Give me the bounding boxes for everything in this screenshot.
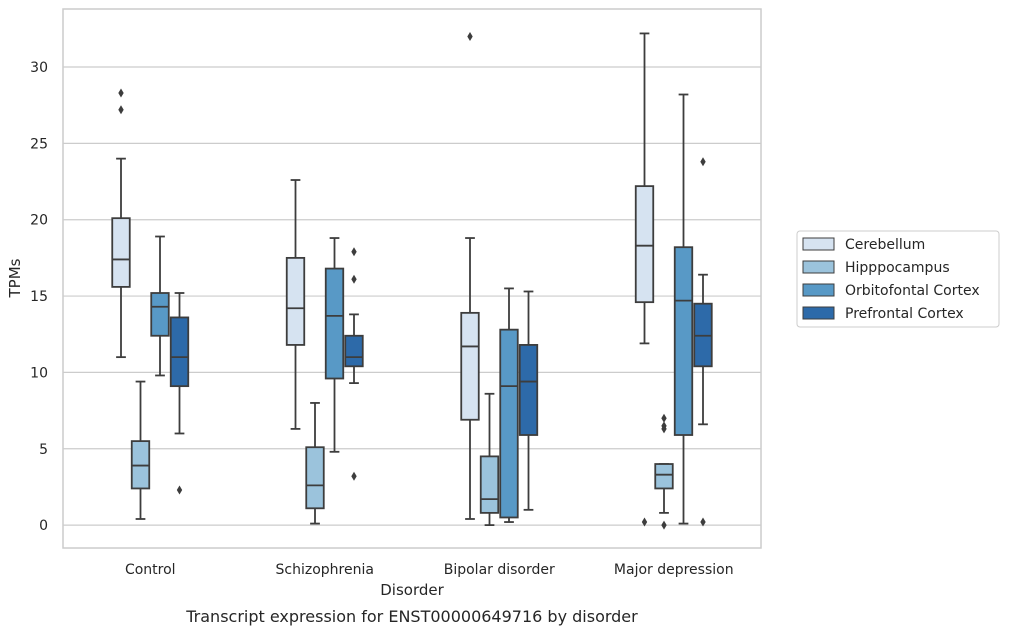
outlier-point xyxy=(661,424,667,434)
box-prefrontal-cortex-3 xyxy=(693,157,713,527)
y-tick-label: 20 xyxy=(30,213,48,229)
legend-label: Prefrontal Cortex xyxy=(845,306,964,322)
box-body xyxy=(634,185,655,304)
box-cerebellum-0 xyxy=(111,88,131,359)
x-tick-label: Bipolar disorder xyxy=(444,562,555,578)
x-tick-label: Schizophrenia xyxy=(276,562,374,578)
x-tick-label: Major depression xyxy=(614,562,734,578)
legend-swatch xyxy=(802,306,835,320)
x-tick-labels: Control Schizophrenia Bipolar disorder Majo… xyxy=(125,562,734,578)
outlier-point xyxy=(351,471,357,481)
outlier-point xyxy=(661,413,667,423)
box-body xyxy=(479,455,500,514)
chart-caption: Transcript expression for ENST0000064971… xyxy=(185,607,638,626)
box-body xyxy=(324,267,345,380)
plot-area-frame xyxy=(62,8,762,549)
legend: Cerebellum Hipppocampus Orbitofontal Corte… xyxy=(796,230,1000,328)
boxes xyxy=(111,31,713,530)
outlier-point xyxy=(351,247,357,257)
legend-swatch xyxy=(802,260,835,274)
y-tick-label: 25 xyxy=(30,136,48,152)
x-tick-label: Control xyxy=(125,562,176,578)
box-orbitofontal-cortex-1 xyxy=(324,237,345,453)
box-cerebellum-2 xyxy=(460,31,480,520)
legend-swatch xyxy=(802,237,835,251)
box-orbitofontal-cortex-2 xyxy=(499,287,519,523)
box-body xyxy=(169,316,190,388)
box-body xyxy=(111,217,131,288)
box-body xyxy=(150,292,170,337)
y-tick-label: 10 xyxy=(30,365,48,381)
outlier-point xyxy=(176,485,183,495)
legend-frame xyxy=(796,230,1000,328)
outlier-point xyxy=(118,105,124,115)
y-tick-label: 30 xyxy=(30,60,48,76)
box-body xyxy=(518,344,539,436)
box-body xyxy=(654,463,674,490)
legend-label: Orbitofontal Cortex xyxy=(845,283,980,299)
legend-label: Hipppocampus xyxy=(845,260,950,276)
box-orbitofontal-cortex-0 xyxy=(150,235,170,377)
y-tick-labels: 0 5 10 15 20 25 30 xyxy=(30,60,48,534)
outlier-point xyxy=(118,88,124,98)
legend-items: Cerebellum Hipppocampus Orbitofontal Corte… xyxy=(802,237,980,322)
outlier-point xyxy=(351,274,357,284)
box-body xyxy=(344,334,364,368)
box-body xyxy=(499,328,519,519)
box-cerebellum-3 xyxy=(634,32,655,527)
y-tick-label: 15 xyxy=(30,289,48,305)
box-hipppocampus-2 xyxy=(479,392,500,526)
box-body xyxy=(673,246,694,436)
box-prefrontal-cortex-2 xyxy=(518,290,539,511)
legend-swatch xyxy=(802,283,835,297)
outlier-point xyxy=(467,31,473,41)
box-hipppocampus-0 xyxy=(130,380,151,520)
outlier-point xyxy=(700,157,706,167)
x-axis-label: Disorder xyxy=(380,581,444,599)
y-tick-label: 5 xyxy=(39,442,48,458)
legend-label: Cerebellum xyxy=(845,237,925,253)
y-tick-label: 0 xyxy=(39,518,48,534)
outlier-point xyxy=(700,517,706,527)
outlier-point xyxy=(661,520,667,530)
outlier-point xyxy=(641,517,648,527)
box-body xyxy=(285,256,306,346)
box-orbitofontal-cortex-3 xyxy=(673,93,694,525)
box-prefrontal-cortex-1 xyxy=(344,247,364,481)
box-hipppocampus-3 xyxy=(654,413,674,530)
y-axis-label: TPMs xyxy=(6,258,24,298)
box-hipppocampus-1 xyxy=(305,402,325,525)
box-body xyxy=(305,446,325,510)
box-cerebellum-1 xyxy=(285,179,306,430)
box-prefrontal-cortex-0 xyxy=(169,292,190,495)
box-body xyxy=(460,311,480,421)
